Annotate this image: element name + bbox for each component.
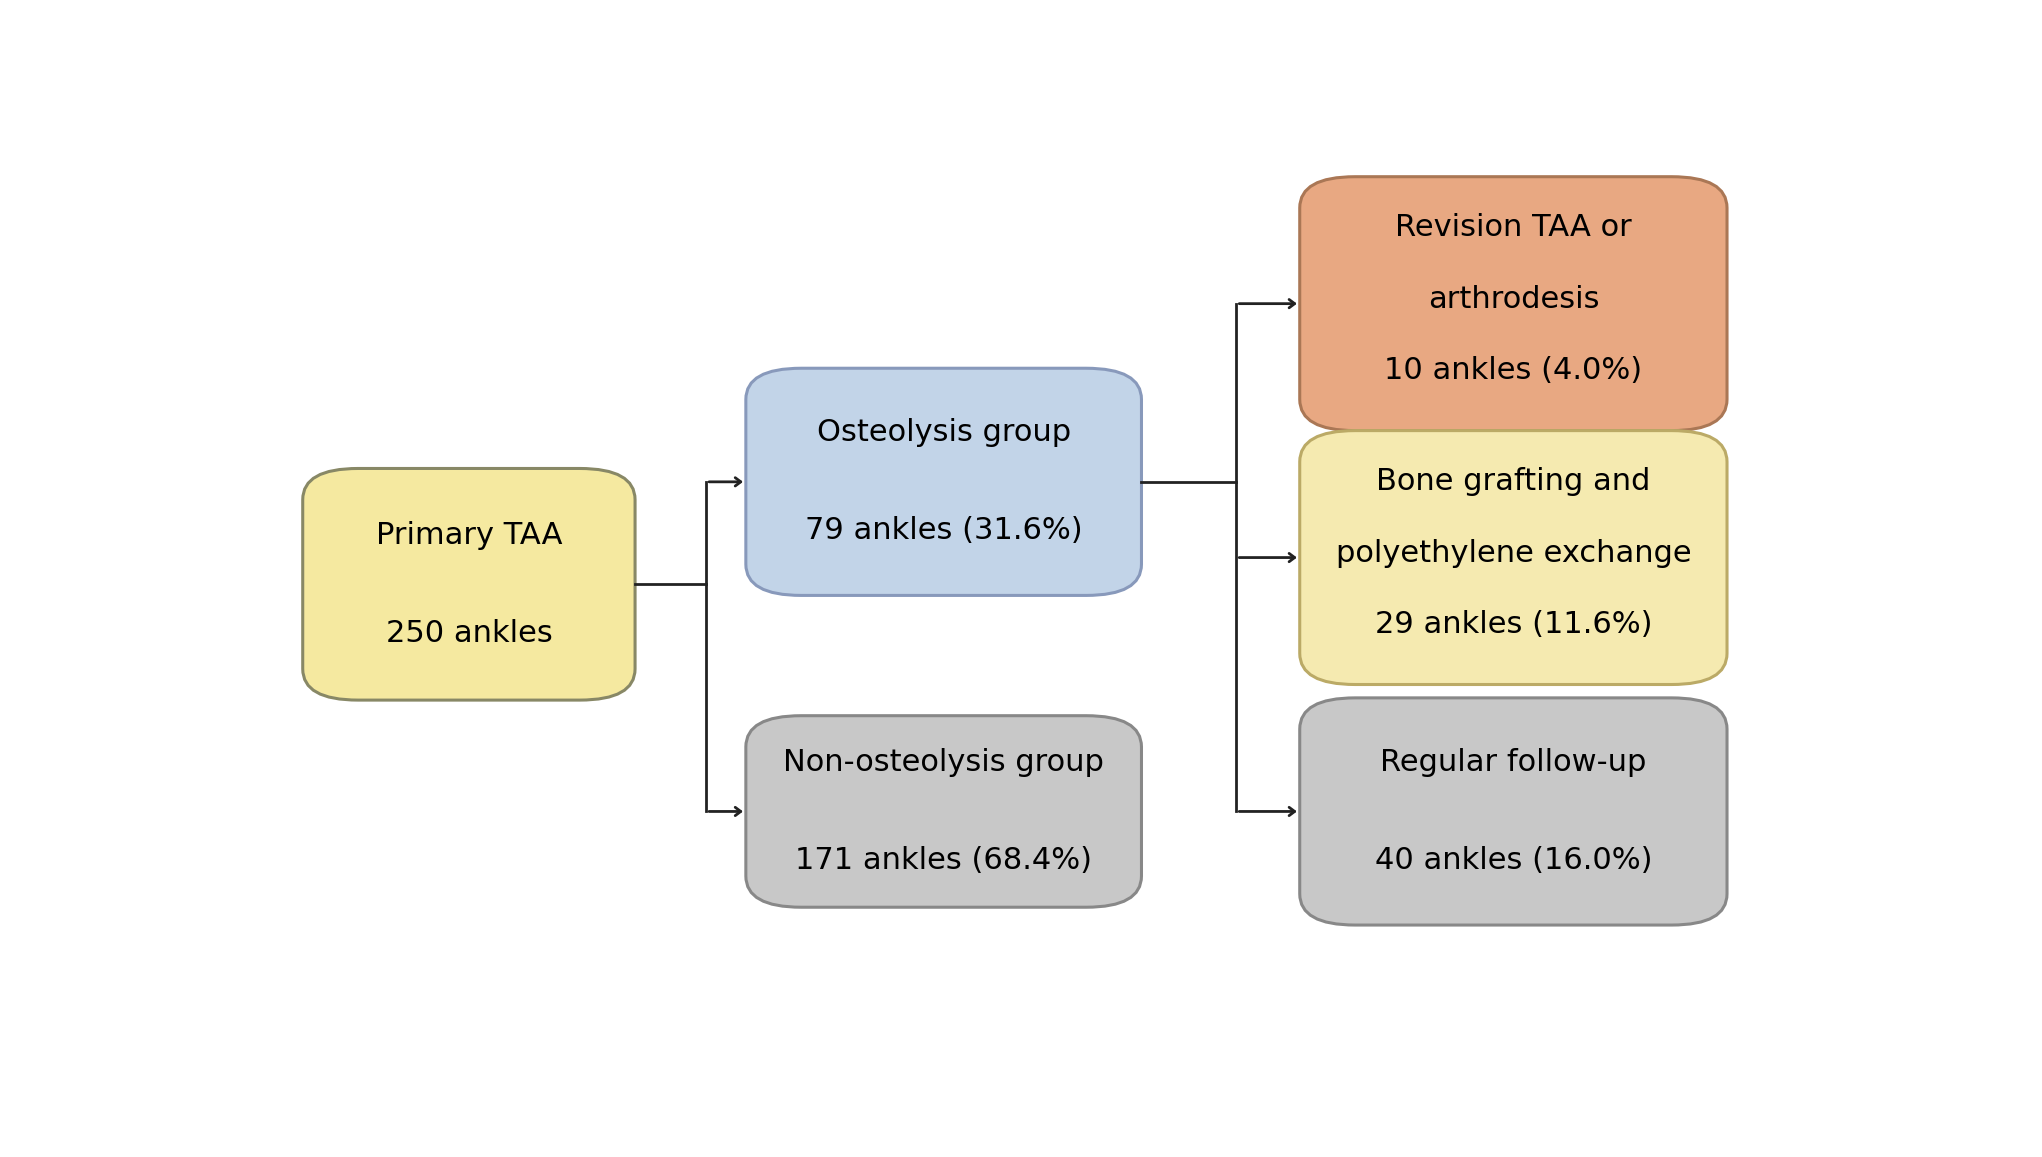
FancyBboxPatch shape bbox=[745, 368, 1141, 596]
Text: Revision TAA or: Revision TAA or bbox=[1395, 213, 1632, 243]
Text: 29 ankles (11.6%): 29 ankles (11.6%) bbox=[1374, 610, 1652, 639]
Text: Osteolysis group: Osteolysis group bbox=[817, 419, 1070, 448]
Text: polyethylene exchange: polyethylene exchange bbox=[1335, 539, 1691, 568]
Text: 10 ankles (4.0%): 10 ankles (4.0%) bbox=[1384, 356, 1642, 385]
FancyBboxPatch shape bbox=[302, 469, 635, 700]
FancyBboxPatch shape bbox=[1299, 177, 1728, 430]
Text: 79 ankles (31.6%): 79 ankles (31.6%) bbox=[805, 516, 1082, 545]
FancyBboxPatch shape bbox=[1299, 430, 1728, 685]
FancyBboxPatch shape bbox=[745, 716, 1141, 907]
Text: Non-osteolysis group: Non-osteolysis group bbox=[784, 747, 1105, 778]
Text: Regular follow-up: Regular follow-up bbox=[1380, 747, 1646, 778]
Text: 171 ankles (68.4%): 171 ankles (68.4%) bbox=[794, 846, 1092, 875]
Text: 250 ankles: 250 ankles bbox=[386, 619, 551, 648]
FancyBboxPatch shape bbox=[1299, 698, 1728, 926]
Text: arthrodesis: arthrodesis bbox=[1427, 285, 1599, 314]
Text: Primary TAA: Primary TAA bbox=[376, 521, 562, 550]
Text: 40 ankles (16.0%): 40 ankles (16.0%) bbox=[1374, 846, 1652, 875]
Text: Bone grafting and: Bone grafting and bbox=[1376, 467, 1650, 496]
